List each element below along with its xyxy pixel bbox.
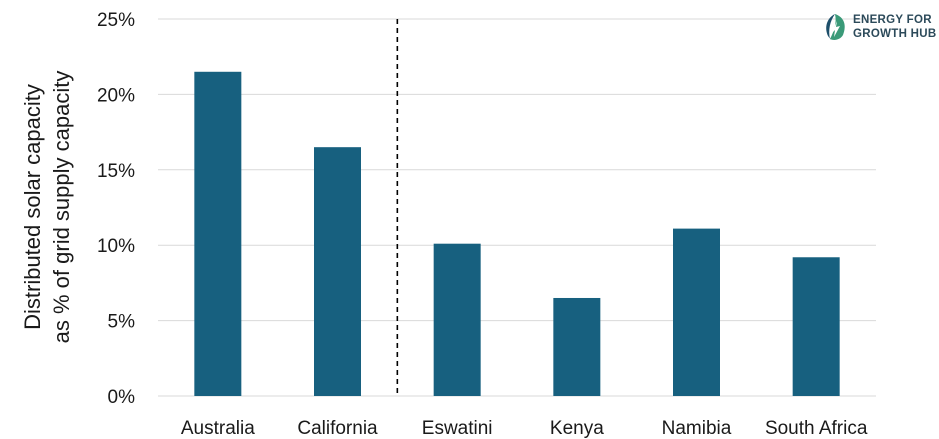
y-axis-title-line1: Distributed solar capacity xyxy=(20,84,45,330)
y-tick-label: 0% xyxy=(108,387,136,408)
x-tick-labels: Australia California Eswatini Kenya Namibia S… xyxy=(181,418,868,439)
bar-eswatini xyxy=(433,243,481,396)
energy-for-growth-hub-logo: ENERGY FOR GROWTH HUB xyxy=(826,14,936,40)
bar-namibia xyxy=(673,228,720,396)
x-tick-label: Kenya xyxy=(550,418,604,439)
logo-text-line2: GROWTH HUB xyxy=(853,28,937,40)
y-axis-title-line2: as % of grid supply capacity xyxy=(49,71,74,344)
x-tick-label: Eswatini xyxy=(422,418,493,439)
logo-text-line1: ENERGY FOR xyxy=(853,14,932,26)
x-tick-label: Australia xyxy=(181,418,255,439)
y-tick-label: 20% xyxy=(97,85,135,106)
x-tick-label: South Africa xyxy=(765,418,868,439)
x-tick-label: California xyxy=(297,418,378,439)
bar-california xyxy=(314,147,361,396)
y-tick-label: 10% xyxy=(97,236,135,257)
bar-layer xyxy=(194,71,840,396)
grid-layer xyxy=(158,18,876,397)
x-tick-label: Namibia xyxy=(662,418,732,439)
bar-kenya xyxy=(553,297,601,396)
y-tick-labels: 0% 5% 10% 15% 20% 25% xyxy=(97,10,135,408)
bar-south-africa xyxy=(792,257,840,396)
y-tick-label: 5% xyxy=(108,312,136,333)
bar-australia xyxy=(194,71,242,396)
y-tick-label: 15% xyxy=(97,161,135,182)
logo-leaf-icon xyxy=(826,14,845,40)
y-tick-label: 25% xyxy=(97,10,135,31)
